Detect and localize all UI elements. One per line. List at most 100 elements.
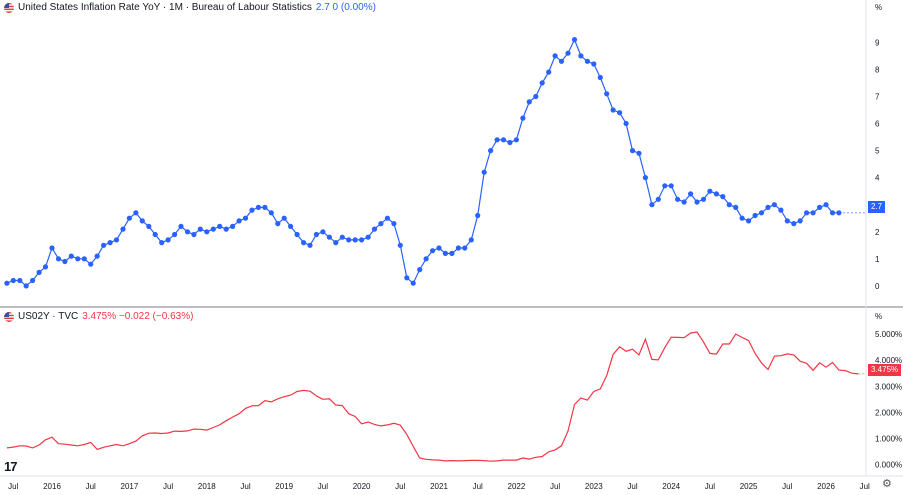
cpi-data-point bbox=[558, 58, 565, 64]
cpi-y-tick-label: 7 bbox=[875, 93, 880, 102]
cpi-data-point bbox=[139, 218, 145, 224]
cpi-data-point bbox=[758, 210, 765, 216]
x-tick-label: Jul bbox=[240, 482, 250, 490]
x-tick-label: 2023 bbox=[585, 482, 603, 490]
cpi-data-point bbox=[526, 99, 532, 105]
cpi-data-point bbox=[210, 226, 216, 232]
cpi-data-point bbox=[101, 242, 107, 248]
cpi-pane bbox=[4, 37, 866, 289]
cpi-data-point bbox=[236, 218, 242, 224]
x-tick-label: Jul bbox=[473, 482, 483, 490]
cpi-data-point bbox=[391, 221, 397, 227]
cpi-data-point bbox=[784, 218, 790, 224]
cpi-data-point bbox=[475, 212, 481, 219]
cpi-data-point bbox=[262, 204, 268, 210]
cpi-data-point bbox=[552, 53, 558, 59]
cpi-data-point bbox=[352, 237, 358, 243]
cpi-data-point bbox=[629, 148, 636, 154]
cpi-data-point bbox=[68, 253, 74, 259]
cpi-data-point bbox=[165, 237, 171, 243]
x-tick-label: Jul bbox=[318, 482, 328, 490]
cpi-data-point bbox=[133, 210, 139, 216]
cpi-data-point bbox=[617, 110, 623, 116]
cpi-data-point bbox=[178, 223, 184, 229]
x-tick-label: Jul bbox=[8, 482, 18, 490]
yield-series-line bbox=[6, 331, 859, 462]
cpi-data-point bbox=[462, 245, 468, 251]
cpi-data-point bbox=[604, 91, 610, 97]
cpi-data-point bbox=[642, 175, 649, 181]
cpi-data-point bbox=[436, 245, 442, 251]
cpi-data-point bbox=[681, 199, 687, 205]
cpi-series-values: 2.7 0 (0.00%) bbox=[315, 2, 376, 13]
cpi-data-point bbox=[371, 226, 378, 232]
cpi-data-point bbox=[726, 202, 732, 208]
cpi-data-point bbox=[268, 210, 274, 216]
cpi-data-point bbox=[23, 283, 29, 289]
cpi-data-point bbox=[275, 221, 281, 227]
cpi-data-point bbox=[126, 215, 132, 221]
cpi-y-tick-label: 0 bbox=[875, 282, 880, 291]
cpi-data-point bbox=[249, 207, 255, 213]
cpi-data-point bbox=[217, 223, 223, 229]
yield-y-tick-label: 0.000% bbox=[875, 461, 902, 470]
cpi-data-point bbox=[810, 210, 816, 216]
yield-y-tick-label: 2.000% bbox=[875, 408, 902, 417]
cpi-data-point bbox=[468, 237, 474, 243]
x-tick-label: Jul bbox=[550, 482, 560, 490]
cpi-y-tick-label: 6 bbox=[875, 120, 880, 129]
cpi-data-point bbox=[301, 240, 307, 246]
cpi-data-point bbox=[507, 139, 513, 146]
cpi-data-point bbox=[288, 223, 294, 229]
cpi-data-point bbox=[184, 229, 191, 235]
cpi-data-point bbox=[107, 240, 113, 246]
cpi-data-point bbox=[223, 226, 229, 232]
x-tick-label: Jul bbox=[705, 482, 715, 490]
cpi-legend-header[interactable]: United States Inflation Rate YoY · 1M · … bbox=[4, 2, 376, 13]
x-tick-label: Jul bbox=[395, 482, 405, 490]
cpi-data-point bbox=[591, 61, 597, 67]
cpi-data-point bbox=[94, 253, 100, 259]
cpi-data-point bbox=[36, 269, 42, 275]
cpi-data-point bbox=[146, 223, 152, 229]
cpi-data-point bbox=[694, 199, 700, 205]
yield-series-values: 3.475% −0.022 (−0.63%) bbox=[82, 311, 194, 322]
x-tick-label: 2022 bbox=[508, 482, 526, 490]
time-axis[interactable]: Jul 2016 Jul 2017 Jul 2018 Jul 2019 Jul 2020 Jul 20… bbox=[8, 482, 870, 491]
x-tick-label: 2021 bbox=[430, 482, 448, 490]
cpi-data-point bbox=[739, 215, 745, 221]
cpi-data-point bbox=[636, 150, 642, 156]
x-tick-label: 2025 bbox=[740, 482, 758, 490]
cpi-data-point bbox=[4, 280, 10, 286]
cpi-data-point bbox=[817, 204, 823, 210]
cpi-data-point bbox=[533, 93, 539, 100]
tradingview-logo-icon[interactable]: 17 bbox=[4, 459, 18, 474]
cpi-data-point bbox=[513, 137, 520, 143]
cpi-data-point bbox=[539, 80, 545, 86]
cpi-data-point bbox=[346, 237, 352, 243]
cpi-y-tick-label: 4 bbox=[875, 174, 880, 183]
us-flag-icon bbox=[4, 2, 14, 13]
settings-gear-icon[interactable]: ⚙ bbox=[882, 478, 892, 490]
cpi-data-point bbox=[720, 194, 726, 200]
x-tick-label: Jul bbox=[86, 482, 96, 490]
cpi-data-point bbox=[281, 215, 287, 221]
cpi-data-point bbox=[829, 210, 836, 216]
cpi-data-point bbox=[17, 277, 23, 284]
cpi-data-point bbox=[384, 215, 390, 221]
cpi-data-point bbox=[597, 74, 603, 81]
yield-y-tick-label: 3.000% bbox=[875, 382, 902, 391]
cpi-data-point bbox=[565, 50, 571, 56]
cpi-y-tick-label: 5 bbox=[875, 147, 880, 156]
yield-price-axis[interactable]: 0.000% 1.000% 2.000% 3.000% 4.000% 5.000% bbox=[875, 330, 902, 470]
cpi-data-point bbox=[449, 250, 455, 256]
cpi-data-point bbox=[804, 210, 810, 216]
cpi-data-point bbox=[655, 196, 661, 202]
x-tick-label: 2018 bbox=[198, 482, 216, 490]
cpi-data-point bbox=[113, 237, 120, 243]
yield-series-title: US02Y · TVC bbox=[18, 311, 79, 322]
yield-legend-header[interactable]: US02Y · TVC 3.475% −0.022 (−0.63%) bbox=[4, 311, 193, 322]
cpi-data-point bbox=[668, 183, 674, 189]
